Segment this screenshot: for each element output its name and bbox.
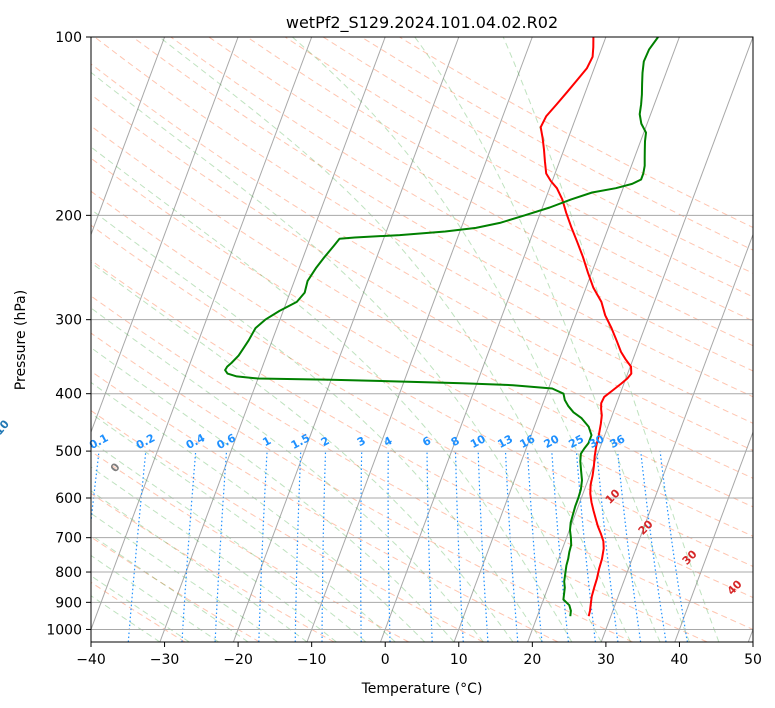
y-axis-ticks: 100 200 300 400 500 600 700 800 900 1000 [46,30,91,638]
chart-title: wetPf2_S129.2024.101.04.02.R02 [286,13,558,33]
dry-adiabat-line [132,37,753,398]
moist-adiabat-line [91,512,278,642]
x-tick-label: 50 [744,652,762,668]
dry-adiabat-line [91,295,708,642]
moist-adiabat-line [159,37,632,642]
dry-adiabat-line [91,370,559,642]
y-tick-label: 100 [55,30,82,46]
isotherm-line [91,37,313,631]
dry-adiabat-line [91,536,260,642]
mixing-ratio-line [617,451,642,642]
isotherm-line [674,430,753,642]
plot-area [91,37,753,642]
x-tick-label: 20 [523,652,541,668]
y-axis-label: Pressure (hPa) [13,290,29,390]
y-tick-label: 700 [55,531,82,547]
dry-adiabat-line [91,410,484,642]
moist-adiabat-line [502,37,720,642]
isotherm-line [232,37,460,642]
y-tick-label: 1000 [46,622,82,638]
x-tick-label: 10 [450,652,468,668]
moist-adiabat-line [292,37,661,642]
moist-adiabat-line [91,595,161,642]
moist-adiabat-line [91,490,308,642]
dry-adiabat-line [91,492,335,642]
dry-adiabat-line [91,157,753,537]
dry-adiabat-line [284,37,753,298]
moist-adiabat-line [91,575,190,642]
y-tick-label: 300 [55,313,82,329]
moist-adiabat-line [91,307,484,642]
background-lines [31,37,753,642]
mixing-ratio-line [659,451,688,642]
x-tick-label: −30 [150,652,180,668]
y-tick-label: 400 [55,387,82,403]
mixing-ratio-label: 36 [608,432,628,451]
moist-adiabat-line [91,381,426,642]
isotherm-line [600,233,753,642]
moist-adiabat-line [91,71,602,642]
x-tick-label: −10 [297,652,327,668]
isotherm-line [380,37,607,642]
y-tick-label: 900 [55,595,82,611]
temperature-profile-line [539,37,633,617]
dry-adiabat-line [91,94,753,479]
moist-adiabat-line [91,440,367,642]
moist-adiabat-line [91,554,219,642]
dewpoint-profile-line [224,37,659,617]
dry-adiabat-label: -10 [0,417,12,441]
y-tick-label: 600 [55,491,82,507]
x-axis-ticks: −40 −30 −20 −10 0 10 20 30 40 50 [76,642,762,668]
mixing-ratio-label: 16 [518,432,538,451]
y-tick-label: 800 [55,565,82,581]
mixing-ratio-line [596,451,619,642]
x-tick-label: −20 [223,652,253,668]
moist-adiabat-line [91,534,249,642]
dry-adiabat-line [91,190,753,567]
mixing-ratio-label: 10 [468,432,488,451]
mixing-ratio-line [127,451,147,642]
x-axis-label: Temperature (°C) [361,681,483,697]
moist-adiabat-line [91,146,573,642]
mixing-ratio-label: 30 [587,432,607,451]
mixing-ratio-line [31,451,55,642]
x-tick-label: 0 [381,652,390,668]
isotherm-line [306,37,533,642]
mixing-ratio-line [551,451,569,642]
x-tick-label: 30 [597,652,615,668]
mixing-ratio-label: 25 [566,432,586,451]
y-tick-label: 200 [55,208,82,224]
mixing-ratio-line [91,451,100,527]
moist-adiabat-line [91,208,543,642]
isobar-grid [91,37,753,630]
y-tick-label: 500 [55,444,82,460]
moist-adiabat-line [91,412,396,642]
mixing-ratio-line [640,451,667,642]
isotherm-line [527,37,753,642]
isotherm-line [91,37,166,236]
moist-adiabat-line [91,261,514,642]
dry-adiabat-line [91,125,753,508]
moist-adiabat-line [414,37,690,642]
mixing-ratio-label: 13 [495,432,515,451]
isotherm-line [159,37,386,642]
plot-frame [90,36,754,643]
dry-adiabat-line [170,37,753,372]
mixing-ratio-label: 20 [542,432,562,451]
isotherm-line [91,37,239,434]
isotherm-line [453,37,680,642]
x-tick-label: 40 [671,652,689,668]
dry-adiabat-line [246,37,753,322]
x-tick-label: −40 [76,652,106,668]
dry-adiabat-line [91,259,753,630]
sounding-profiles [224,37,659,617]
mixing-ratio-line [527,451,543,642]
